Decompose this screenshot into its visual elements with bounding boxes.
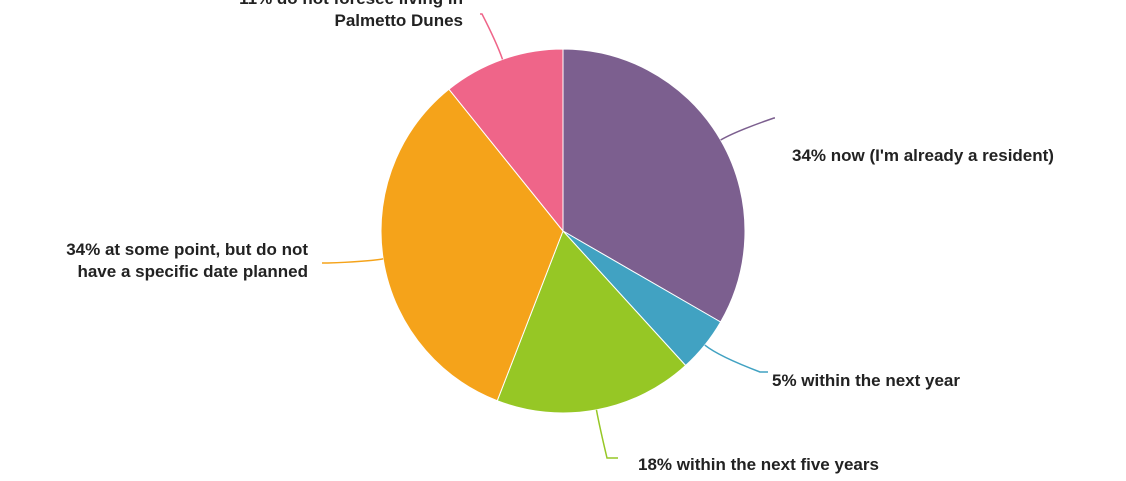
slice-label-3-line-0: 34% at some point, but do not <box>66 240 308 259</box>
slice-label-3-line-1: have a specific date planned <box>77 262 308 281</box>
slice-labels: 34% now (I'm already a resident) 5% withi… <box>66 0 1054 474</box>
pie-slice-4 <box>448 48 564 233</box>
slice-label-3: 34% at some point, but do not have a spec… <box>66 240 308 281</box>
leader-line-3 <box>322 258 384 264</box>
pie-slices <box>380 48 746 414</box>
leader-line-0 <box>720 117 775 141</box>
leader-line-2 <box>595 409 618 459</box>
slice-label-1-line-0: 5% within the next year <box>772 371 960 390</box>
slice-label-4: 11% do not foresee living in Palmetto Dun… <box>239 0 463 30</box>
leader-line-1 <box>704 344 768 373</box>
leader-line-4 <box>480 13 504 60</box>
slice-label-1: 5% within the next year <box>772 371 960 390</box>
slice-label-4-line-0: 11% do not foresee living in <box>239 0 463 8</box>
leader-lines <box>322 13 775 459</box>
slice-label-4-line-1: Palmetto Dunes <box>335 11 463 30</box>
slice-label-0: 34% now (I'm already a resident) <box>792 146 1054 165</box>
slice-label-2-line-0: 18% within the next five years <box>638 455 879 474</box>
slice-label-0-line-0: 34% now (I'm already a resident) <box>792 146 1054 165</box>
slice-label-2: 18% within the next five years <box>638 455 879 474</box>
